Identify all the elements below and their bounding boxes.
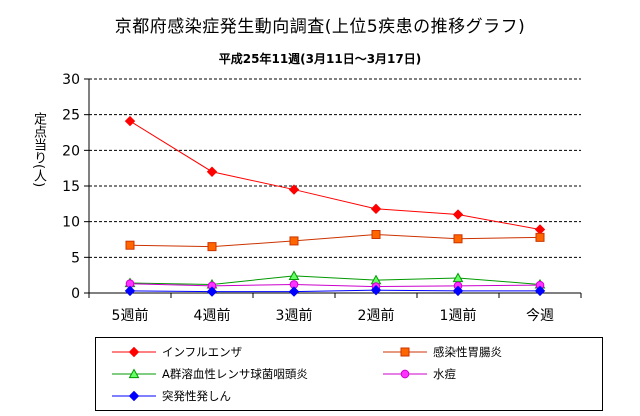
data-point [534,224,546,235]
data-point [288,184,300,195]
data-point [207,242,217,252]
data-point [453,234,463,244]
legend-item: A群溶血性レンサ球菌咽頭炎 [110,366,308,382]
data-point [400,347,410,357]
x-tick-label: 5週前 [112,307,149,324]
legend-label: インフルエンザ [162,345,243,359]
data-point [534,285,546,297]
legend-swatch [112,390,156,402]
chart-title: 京都府感染症発生動向調査(上位5疾患の推移グラフ) [114,17,526,37]
y-tick-label: 0 [71,286,80,302]
y-axis-label: 定点当り(人) [31,112,46,188]
data-point [124,115,136,127]
data-point [288,286,300,297]
y-tick-label: 5 [71,250,80,266]
data-point [370,203,382,215]
legend-label: 突発性発しん [162,389,231,403]
data-point [128,368,140,379]
data-point [535,232,545,242]
data-point [400,369,410,379]
series-line [129,275,541,285]
series [125,279,545,291]
data-point [288,270,300,280]
x-tick-label: 3週前 [276,307,313,324]
data-point [452,209,464,220]
series-line [129,289,540,293]
y-tick-label: 20 [62,143,80,159]
series-line [129,283,541,288]
series-line [129,120,541,231]
data-point [128,346,140,358]
data-point [206,286,218,297]
series [125,230,545,252]
legend-label: 水痘 [433,367,456,381]
legend-swatch [383,347,427,357]
legend-label: A群溶血性レンサ球菌咽頭炎 [162,367,308,381]
x-tick-label: 今週 [526,308,554,324]
y-tick-label: 30 [62,72,80,88]
data-point [128,390,140,402]
series [124,284,546,297]
data-point [124,285,136,297]
data-point [125,240,135,250]
x-tick-label: 4週前 [194,307,231,324]
data-point [371,230,381,240]
legend-label: 感染性胃腸炎 [433,345,502,359]
data-point [289,236,299,246]
y-tick-label: 25 [62,108,80,124]
y-tick-label: 10 [62,215,80,231]
data-point [452,272,464,283]
data-point [206,166,218,177]
x-tick-label: 2週前 [358,307,395,324]
y-tick-label: 15 [62,179,80,195]
legend-swatch [112,346,156,358]
legend-item: 水痘 [381,366,456,382]
data-point [452,285,464,297]
legend-item: インフルエンザ [110,344,242,360]
x-tick-label: 1週前 [440,307,477,324]
series-line [129,234,541,248]
chart-subtitle: 平成25年11週(3月11日～3月17日) [218,52,422,66]
legend-swatch [383,369,427,379]
data-point [370,284,382,296]
legend: インフルエンザ 感染性胃腸炎 A群溶血性レンサ球菌咽頭炎 水痘 突発性発しん [95,337,603,411]
series [124,115,546,235]
legend-item: 感染性胃腸炎 [381,344,502,360]
legend-item: 突発性発しん [110,388,231,404]
legend-swatch [112,368,156,379]
